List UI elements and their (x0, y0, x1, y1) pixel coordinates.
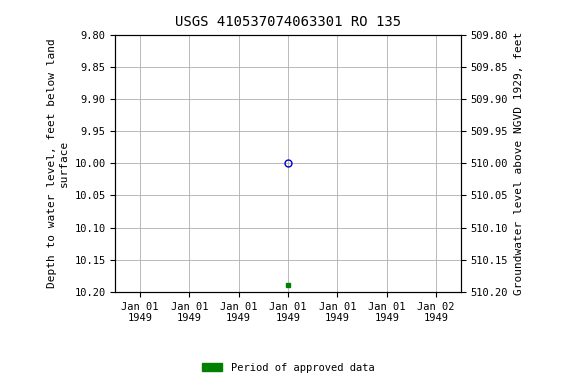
Legend: Period of approved data: Period of approved data (198, 359, 378, 377)
Y-axis label: Depth to water level, feet below land
surface: Depth to water level, feet below land su… (47, 38, 69, 288)
Title: USGS 410537074063301 RO 135: USGS 410537074063301 RO 135 (175, 15, 401, 29)
Y-axis label: Groundwater level above NGVD 1929, feet: Groundwater level above NGVD 1929, feet (514, 31, 524, 295)
